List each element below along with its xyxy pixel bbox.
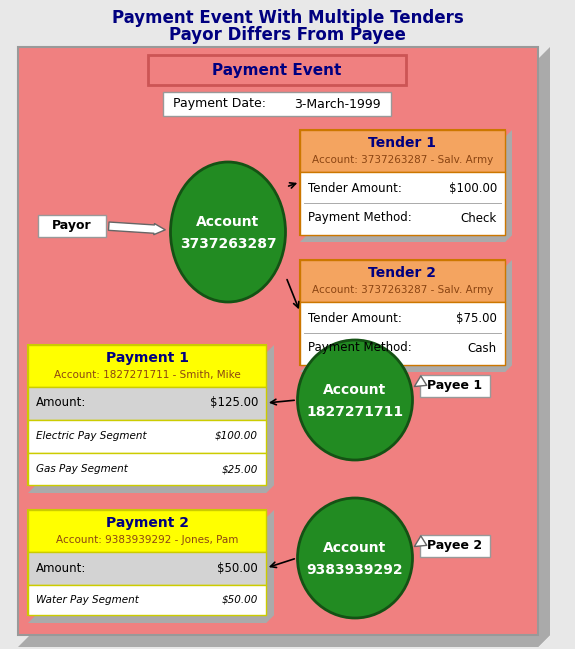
Text: Tender 1: Tender 1 bbox=[369, 136, 436, 150]
Polygon shape bbox=[266, 345, 274, 493]
Text: Payment Event With Multiple Tenders: Payment Event With Multiple Tenders bbox=[112, 9, 463, 27]
Text: Payor: Payor bbox=[52, 219, 92, 232]
Text: Account: Account bbox=[323, 383, 386, 397]
Text: Gas Pay Segment: Gas Pay Segment bbox=[36, 464, 128, 474]
Bar bbox=[300, 260, 505, 302]
Bar bbox=[28, 552, 266, 585]
Text: Amount:: Amount: bbox=[36, 397, 86, 410]
Polygon shape bbox=[28, 615, 274, 623]
Text: Payment Event: Payment Event bbox=[212, 62, 342, 77]
FancyArrowPatch shape bbox=[415, 376, 427, 387]
Bar bbox=[420, 375, 490, 397]
Bar bbox=[420, 535, 490, 557]
Text: Payor Differs From Payee: Payor Differs From Payee bbox=[169, 26, 406, 44]
Text: Payee 2: Payee 2 bbox=[427, 539, 482, 552]
Bar bbox=[28, 510, 266, 552]
Bar bbox=[300, 172, 505, 235]
Text: Electric Pay Segment: Electric Pay Segment bbox=[36, 431, 147, 441]
Polygon shape bbox=[300, 235, 512, 242]
Text: 9383939292: 9383939292 bbox=[306, 563, 403, 577]
Bar bbox=[300, 130, 505, 172]
Bar bbox=[28, 387, 266, 420]
Text: Tender Amount:: Tender Amount: bbox=[308, 182, 402, 195]
Ellipse shape bbox=[297, 498, 412, 618]
Text: Account: Account bbox=[197, 215, 260, 229]
Text: $50.00: $50.00 bbox=[221, 595, 258, 605]
Text: Amount:: Amount: bbox=[36, 561, 86, 574]
Text: Account: 3737263287 - Salv. Army: Account: 3737263287 - Salv. Army bbox=[312, 285, 493, 295]
Text: $25.00: $25.00 bbox=[221, 464, 258, 474]
Polygon shape bbox=[18, 635, 550, 647]
Text: $75.00: $75.00 bbox=[456, 312, 497, 324]
Polygon shape bbox=[538, 47, 550, 647]
Polygon shape bbox=[300, 365, 512, 372]
Bar bbox=[163, 92, 391, 116]
Text: Payment Method:: Payment Method: bbox=[308, 341, 412, 354]
Text: 1827271711: 1827271711 bbox=[306, 405, 404, 419]
Text: Water Pay Segment: Water Pay Segment bbox=[36, 595, 139, 605]
Bar bbox=[28, 345, 266, 387]
Bar bbox=[300, 260, 505, 365]
Text: Payment 2: Payment 2 bbox=[105, 516, 189, 530]
Bar bbox=[38, 215, 106, 237]
Bar bbox=[28, 345, 266, 485]
Polygon shape bbox=[505, 260, 512, 372]
Text: 3-March-1999: 3-March-1999 bbox=[294, 97, 381, 110]
Bar bbox=[148, 55, 406, 85]
Text: Account: 9383939292 - Jones, Pam: Account: 9383939292 - Jones, Pam bbox=[56, 535, 238, 545]
Polygon shape bbox=[266, 510, 274, 623]
Text: Check: Check bbox=[461, 212, 497, 225]
Bar bbox=[28, 585, 266, 615]
Text: Payment Method:: Payment Method: bbox=[308, 212, 412, 225]
FancyArrowPatch shape bbox=[109, 222, 165, 235]
Ellipse shape bbox=[297, 340, 412, 460]
Text: Payment 1: Payment 1 bbox=[105, 351, 189, 365]
Text: $50.00: $50.00 bbox=[217, 561, 258, 574]
Text: Account: 3737263287 - Salv. Army: Account: 3737263287 - Salv. Army bbox=[312, 155, 493, 165]
Text: Cash: Cash bbox=[468, 341, 497, 354]
Text: Tender Amount:: Tender Amount: bbox=[308, 312, 402, 324]
Text: Tender 2: Tender 2 bbox=[369, 266, 436, 280]
FancyArrowPatch shape bbox=[415, 536, 427, 546]
Text: Account: Account bbox=[323, 541, 386, 555]
Bar bbox=[28, 510, 266, 615]
Polygon shape bbox=[28, 485, 274, 493]
Text: $100.00: $100.00 bbox=[215, 431, 258, 441]
Bar bbox=[28, 453, 266, 485]
Bar bbox=[28, 420, 266, 453]
Bar bbox=[300, 302, 505, 365]
Bar bbox=[300, 130, 505, 235]
Text: Account: 1827271711 - Smith, Mike: Account: 1827271711 - Smith, Mike bbox=[53, 370, 240, 380]
Ellipse shape bbox=[171, 162, 286, 302]
Text: 3737263287: 3737263287 bbox=[179, 237, 277, 251]
Polygon shape bbox=[505, 130, 512, 242]
Text: Payment Date:: Payment Date: bbox=[173, 97, 266, 110]
Text: $100.00: $100.00 bbox=[448, 182, 497, 195]
Text: $125.00: $125.00 bbox=[210, 397, 258, 410]
Text: Payee 1: Payee 1 bbox=[427, 380, 482, 393]
